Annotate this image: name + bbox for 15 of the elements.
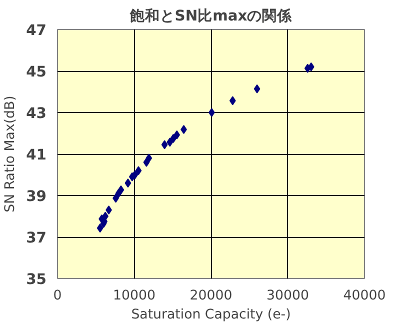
y-tick-label: 47 bbox=[26, 22, 47, 39]
x-tick-label: 10000 bbox=[113, 288, 156, 304]
y-tick-label: 43 bbox=[26, 105, 47, 122]
x-tick-label: 40000 bbox=[343, 288, 386, 304]
y-tick-label: 39 bbox=[26, 188, 47, 205]
chart-title: 飽和とSN比maxの関係 bbox=[128, 8, 294, 24]
y-tick-label: 45 bbox=[26, 64, 47, 80]
y-tick-label: 41 bbox=[26, 146, 47, 164]
x-axis-title: Saturation Capacity (e-) bbox=[131, 308, 291, 322]
x-tick-label: 20000 bbox=[190, 288, 232, 304]
y-tick-label: 35 bbox=[26, 271, 47, 288]
y-axis-title: SN Ratio Max(dB) bbox=[3, 96, 18, 212]
x-tick-label: 30000 bbox=[266, 288, 309, 304]
x-tick-label: 0 bbox=[53, 288, 62, 304]
y-tick-label: 37 bbox=[26, 230, 47, 246]
